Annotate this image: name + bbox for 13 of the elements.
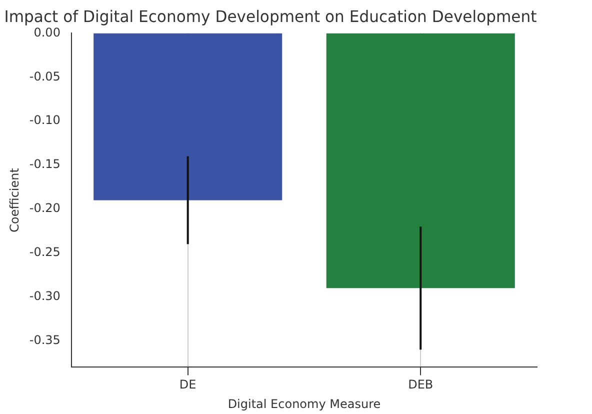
y-tick-label: -0.20 xyxy=(29,201,60,216)
y-tick-label: -0.25 xyxy=(29,245,60,260)
y-tick-label: 0.00 xyxy=(34,25,60,40)
x-tick-label: DEB xyxy=(408,378,434,392)
y-tick-label: -0.35 xyxy=(29,332,60,347)
y-tick-label: -0.10 xyxy=(29,113,60,128)
y-tick-label: -0.05 xyxy=(29,69,60,84)
y-axis-title: Coefficient xyxy=(7,168,22,232)
chart-title: Impact of Digital Economy Development on Education Development xyxy=(4,6,537,26)
y-tick-label: -0.30 xyxy=(29,289,60,304)
y-tick-label: -0.15 xyxy=(29,157,60,172)
x-axis-title: Digital Economy Measure xyxy=(228,396,381,411)
x-tick-label: DE xyxy=(179,378,196,392)
